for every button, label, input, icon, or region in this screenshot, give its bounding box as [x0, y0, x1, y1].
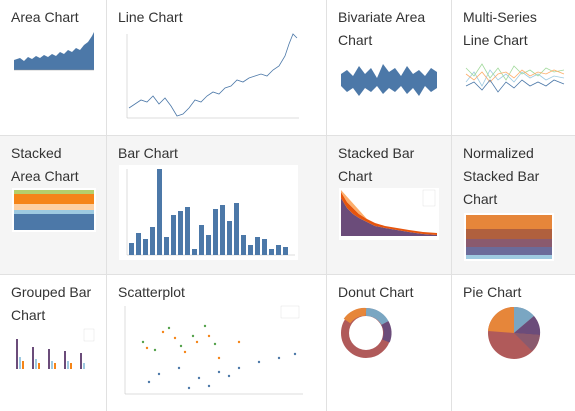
gallery-cell-normalized-stacked-bar-chart[interactable]: Normalized Stacked Bar Chart [452, 136, 575, 274]
area-chart-thumbnail [12, 30, 96, 72]
cell-title: Line Chart [118, 9, 183, 25]
grid-divider [326, 0, 327, 411]
grid-divider [106, 0, 107, 411]
normalized-stacked-bar-chart-thumbnail [464, 213, 554, 261]
grid-divider [0, 135, 575, 136]
cell-title: Bar Chart [118, 145, 178, 161]
gallery-cell-scatterplot[interactable]: Scatterplot [107, 275, 326, 411]
gallery-cell-line-chart[interactable]: Line Chart [107, 0, 326, 135]
stacked-bar-chart-thumbnail [339, 188, 439, 240]
gallery-cell-grouped-bar-chart[interactable]: Grouped Bar Chart [0, 275, 106, 411]
cell-title: Multi-Series Line Chart [463, 9, 537, 48]
multi-series-line-chart-thumbnail [464, 52, 566, 104]
cell-title: Area Chart [11, 9, 79, 25]
gallery-cell-donut-chart[interactable]: Donut Chart [327, 275, 451, 411]
gallery-cell-area-chart[interactable]: Area Chart [0, 0, 106, 135]
pie-chart-thumbnail [486, 305, 542, 361]
cell-title: Pie Chart [463, 284, 522, 300]
bivariate-area-chart-thumbnail [339, 52, 439, 104]
gallery-cell-bar-chart[interactable]: Bar Chart [107, 136, 326, 274]
gallery-cell-stacked-bar-chart[interactable]: Stacked Bar Chart [327, 136, 451, 274]
stacked-area-chart-thumbnail [12, 188, 96, 232]
cell-title: Scatterplot [118, 284, 185, 300]
cell-title: Grouped Bar Chart [11, 284, 92, 323]
cell-title: Stacked Area Chart [11, 145, 79, 184]
scatterplot-thumbnail [119, 302, 305, 402]
bar-chart-thumbnail [119, 165, 298, 260]
donut-chart-thumbnail [337, 307, 419, 359]
cell-title: Bivariate Area Chart [338, 9, 426, 48]
grid-divider [451, 0, 452, 411]
cell-title: Normalized Stacked Bar Chart [463, 145, 540, 207]
gallery-cell-stacked-area-chart[interactable]: Stacked Area Chart [0, 136, 106, 274]
gallery-cell-bivariate-area-chart[interactable]: Bivariate Area Chart [327, 0, 451, 135]
gallery-cell-multi-series-line-chart[interactable]: Multi-Series Line Chart [452, 0, 575, 135]
cell-title: Donut Chart [338, 284, 414, 300]
gallery-cell-pie-chart[interactable]: Pie Chart [452, 275, 575, 411]
line-chart-thumbnail [119, 30, 301, 126]
grouped-bar-chart-thumbnail [12, 327, 96, 371]
grid-divider [0, 274, 575, 275]
cell-title: Stacked Bar Chart [338, 145, 415, 184]
